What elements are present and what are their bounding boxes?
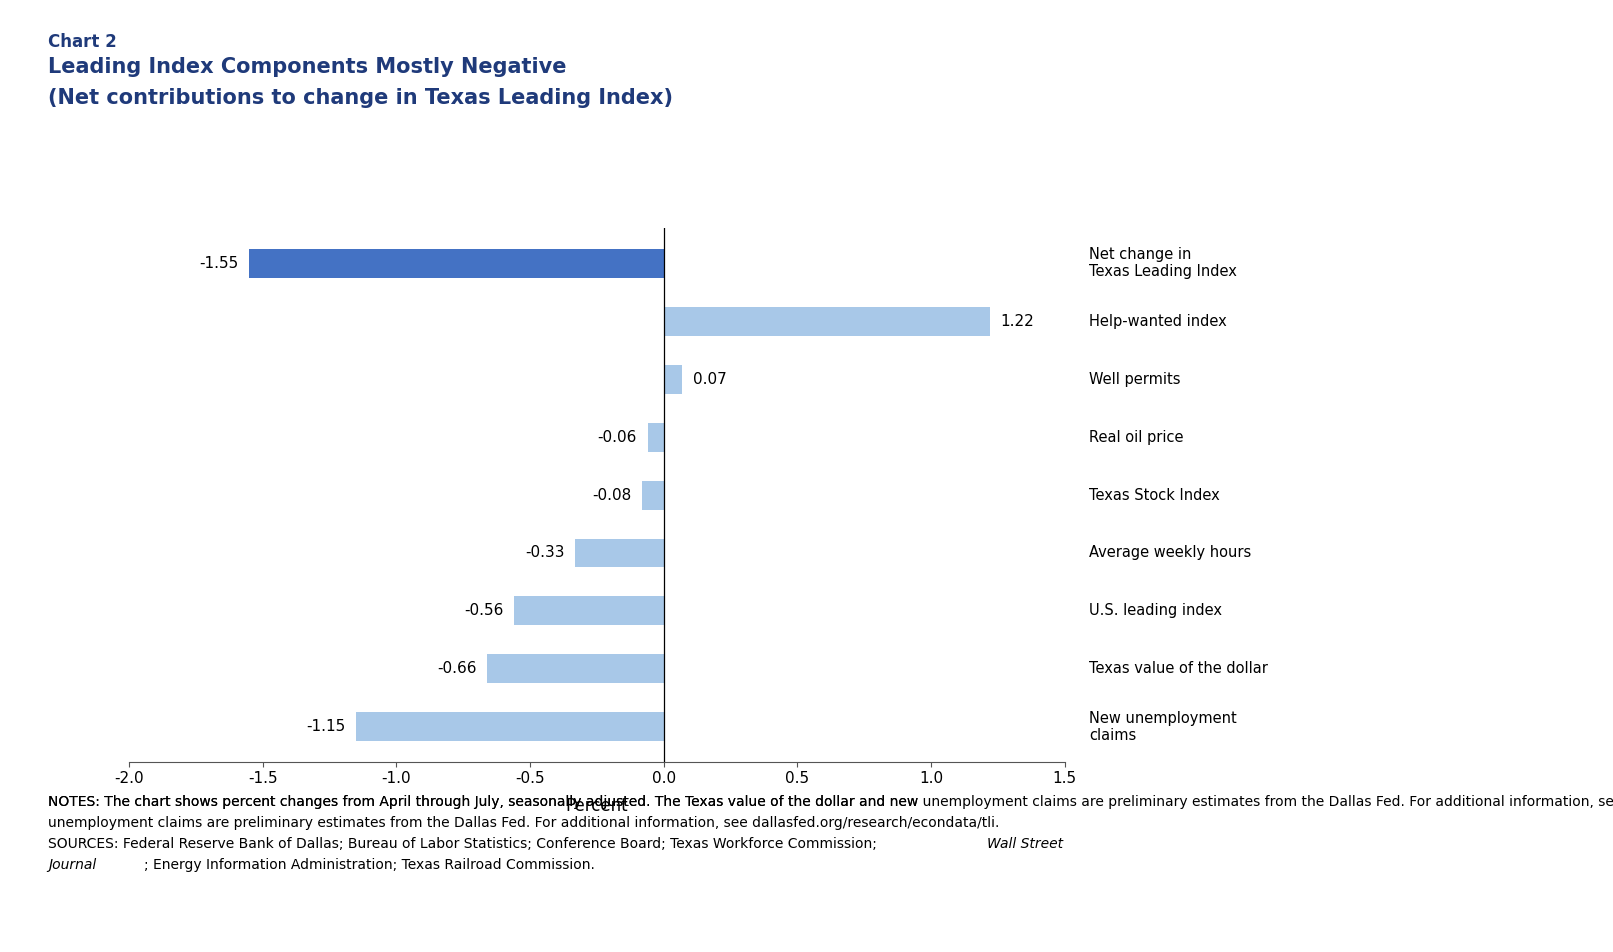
- Text: -1.55: -1.55: [200, 256, 239, 270]
- Bar: [642, 481, 663, 509]
- Bar: [647, 423, 663, 451]
- Text: Help-wanted index: Help-wanted index: [1089, 314, 1226, 328]
- Text: -0.56: -0.56: [465, 604, 503, 619]
- Text: 1.22: 1.22: [1000, 314, 1034, 328]
- Bar: [663, 365, 682, 393]
- Text: -0.66: -0.66: [437, 662, 476, 676]
- Text: Journal: Journal: [48, 858, 97, 872]
- X-axis label: Percent: Percent: [566, 798, 627, 816]
- Text: NOTES: The chart shows percent changes from April through July, seasonally adjus: NOTES: The chart shows percent changes f…: [48, 795, 919, 809]
- Text: Chart 2: Chart 2: [48, 33, 118, 51]
- Text: 0.07: 0.07: [694, 371, 727, 387]
- Text: unemployment claims are preliminary estimates from the Dallas Fed. For additiona: unemployment claims are preliminary esti…: [48, 816, 1000, 830]
- Text: -1.15: -1.15: [306, 720, 345, 734]
- Text: -0.06: -0.06: [597, 429, 637, 445]
- Text: Wall Street: Wall Street: [987, 837, 1063, 851]
- Text: Texas value of the dollar: Texas value of the dollar: [1089, 662, 1268, 676]
- Text: ; Energy Information Administration; Texas Railroad Commission.: ; Energy Information Administration; Tex…: [144, 858, 595, 872]
- Text: -0.33: -0.33: [526, 545, 565, 561]
- Text: New unemployment
claims: New unemployment claims: [1089, 710, 1237, 743]
- Text: NOTES: The chart shows percent changes from April through July, seasonally adjus: NOTES: The chart shows percent changes f…: [48, 795, 1613, 809]
- Text: Real oil price: Real oil price: [1089, 429, 1184, 445]
- Text: Texas Stock Index: Texas Stock Index: [1089, 487, 1219, 503]
- Bar: [487, 654, 663, 684]
- Text: U.S. leading index: U.S. leading index: [1089, 604, 1221, 619]
- Bar: [663, 307, 990, 336]
- Text: -0.08: -0.08: [592, 487, 632, 503]
- Bar: [576, 539, 663, 567]
- Bar: [515, 597, 663, 625]
- Text: Well permits: Well permits: [1089, 371, 1181, 387]
- Text: SOURCES: Federal Reserve Bank of Dallas; Bureau of Labor Statistics; Conference : SOURCES: Federal Reserve Bank of Dallas;…: [48, 837, 882, 851]
- Text: Net change in
Texas Leading Index: Net change in Texas Leading Index: [1089, 248, 1237, 280]
- Bar: [250, 248, 663, 278]
- Text: Leading Index Components Mostly Negative: Leading Index Components Mostly Negative: [48, 57, 566, 77]
- Text: Average weekly hours: Average weekly hours: [1089, 545, 1252, 561]
- Bar: [356, 712, 663, 742]
- Text: (Net contributions to change in Texas Leading Index): (Net contributions to change in Texas Le…: [48, 88, 673, 108]
